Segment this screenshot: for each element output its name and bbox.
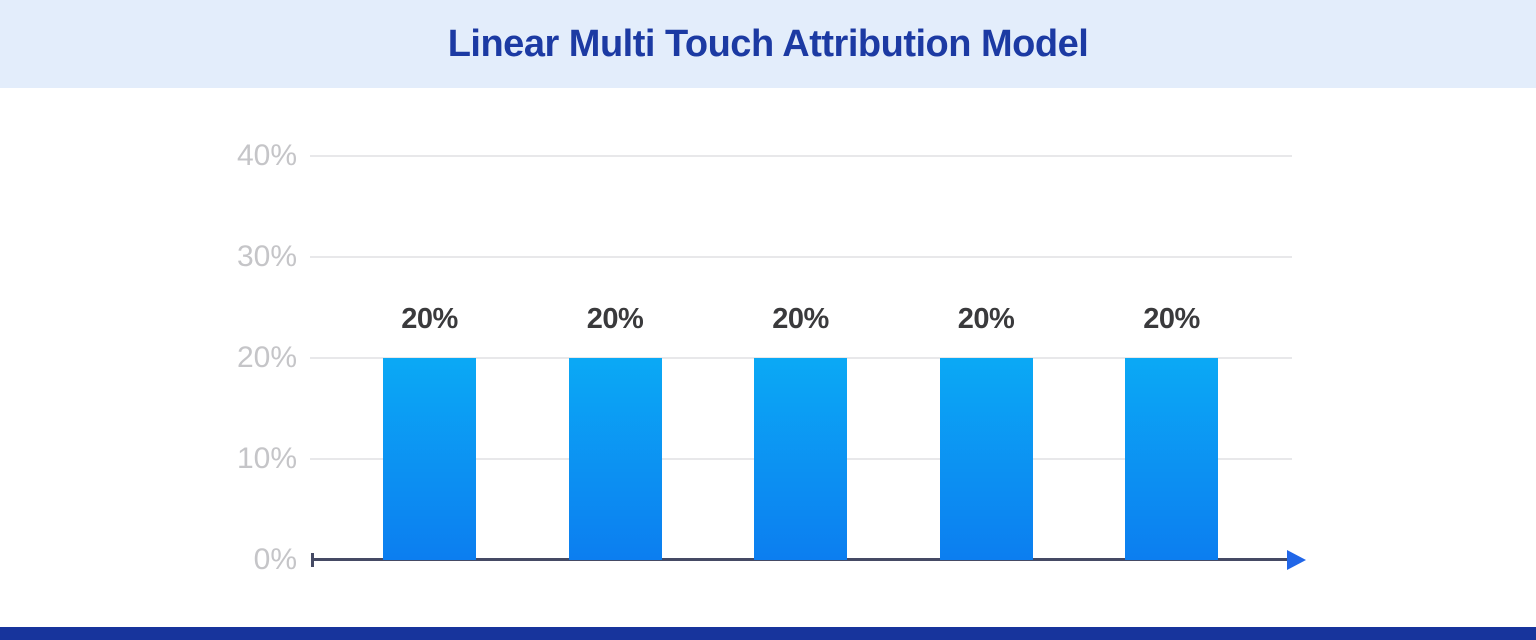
y-axis-tick-label: 20% [236,341,297,374]
footer-bar [0,627,1536,640]
bar-value-label: 20% [401,303,458,335]
bar [1125,358,1218,560]
x-axis-arrow-icon [1287,550,1306,570]
bar-value-label: 20% [586,303,644,335]
y-axis-tick-label: 30% [236,240,297,273]
bar [383,358,476,560]
header-band: Linear Multi Touch Attribution Model [0,0,1536,88]
bar [754,358,847,560]
bar-value-label: 20% [772,303,829,335]
bar-chart: 0% 10% 20% 30% 40% 20% 20% 20% 20% 20% [0,88,1536,627]
bar [568,358,662,560]
y-axis-tick-label: 40% [236,139,297,172]
y-axis-tick-label: 0% [253,543,297,576]
y-axis-tick-label: 10% [236,442,297,475]
bar-value-label: 20% [1143,303,1200,335]
gridline [310,155,1292,157]
page-title: Linear Multi Touch Attribution Model [447,22,1089,65]
x-axis-origin-tick [311,553,314,567]
bar [939,358,1033,560]
bar-value-label: 20% [957,303,1015,335]
gridline [310,256,1292,258]
